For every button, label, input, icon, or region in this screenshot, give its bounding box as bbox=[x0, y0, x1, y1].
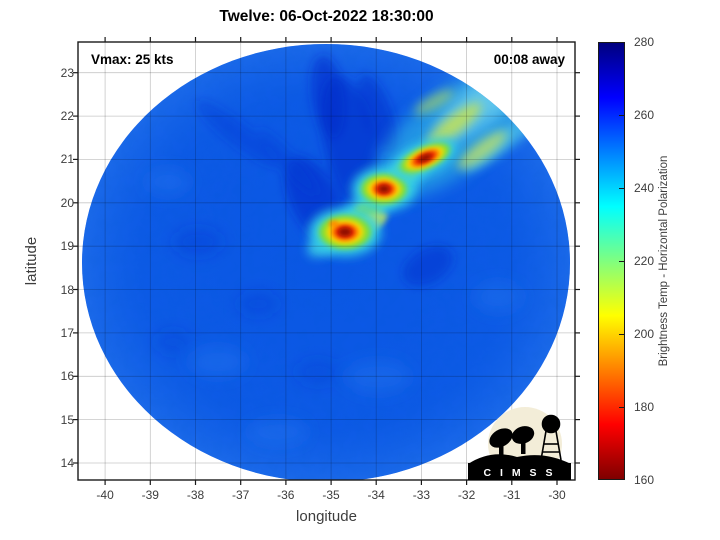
time-offset-annotation: 00:08 away bbox=[493, 52, 565, 67]
cimss-logo: C I M S S bbox=[468, 407, 571, 480]
ytick-20: 20 bbox=[60, 195, 74, 210]
vmax-annotation: Vmax: 25 kts bbox=[91, 52, 174, 67]
xtick--34: -34 bbox=[367, 488, 385, 502]
cbtick-200: 200 bbox=[634, 327, 655, 341]
plot-area: Vmax: 25 kts 00:08 away C I M S S bbox=[73, 37, 580, 485]
xtick--30: -30 bbox=[548, 488, 566, 502]
ytick-14: 14 bbox=[60, 456, 74, 470]
ytick-22: 22 bbox=[60, 109, 74, 124]
logo-text: C I M S S bbox=[484, 467, 556, 479]
colorbar-tickmark bbox=[619, 187, 625, 189]
xtick--40: -40 bbox=[96, 488, 114, 502]
y-axis-label: latitude bbox=[23, 236, 40, 286]
plot-title: Twelve: 06-Oct-2022 18:30:00 bbox=[219, 8, 434, 25]
xtick--39: -39 bbox=[141, 488, 159, 502]
ytick-21: 21 bbox=[60, 152, 74, 167]
cbtick-180: 180 bbox=[634, 400, 655, 414]
cbtick-240: 240 bbox=[634, 181, 655, 195]
colorbar-label: Brightness Temp - Horizontal Polarizatio… bbox=[658, 155, 670, 367]
xtick--37: -37 bbox=[232, 488, 250, 502]
cbtick-160: 160 bbox=[634, 473, 655, 487]
cbtick-260: 260 bbox=[634, 108, 655, 122]
xtick--33: -33 bbox=[412, 488, 431, 502]
cbtick-220: 220 bbox=[634, 254, 655, 268]
ytick-15: 15 bbox=[60, 412, 74, 427]
xtick--36: -36 bbox=[277, 488, 295, 502]
cbtick-280: 280 bbox=[634, 35, 655, 49]
ytick-16: 16 bbox=[60, 369, 74, 384]
x-axis-label: longitude bbox=[296, 508, 357, 525]
colorbar-tickmark bbox=[619, 260, 625, 262]
ytick-23: 23 bbox=[60, 65, 74, 80]
ytick-17: 17 bbox=[60, 325, 74, 340]
ytick-19: 19 bbox=[60, 239, 74, 254]
colorbar-tickmark bbox=[619, 114, 625, 116]
xtick--38: -38 bbox=[186, 488, 205, 502]
xtick--35: -35 bbox=[322, 488, 340, 502]
xtick--32: -32 bbox=[457, 488, 476, 502]
ytick-18: 18 bbox=[60, 282, 74, 297]
xtick--31: -31 bbox=[503, 488, 521, 502]
colorbar-tickmark bbox=[619, 406, 625, 408]
colorbar-tickmark bbox=[619, 333, 625, 335]
